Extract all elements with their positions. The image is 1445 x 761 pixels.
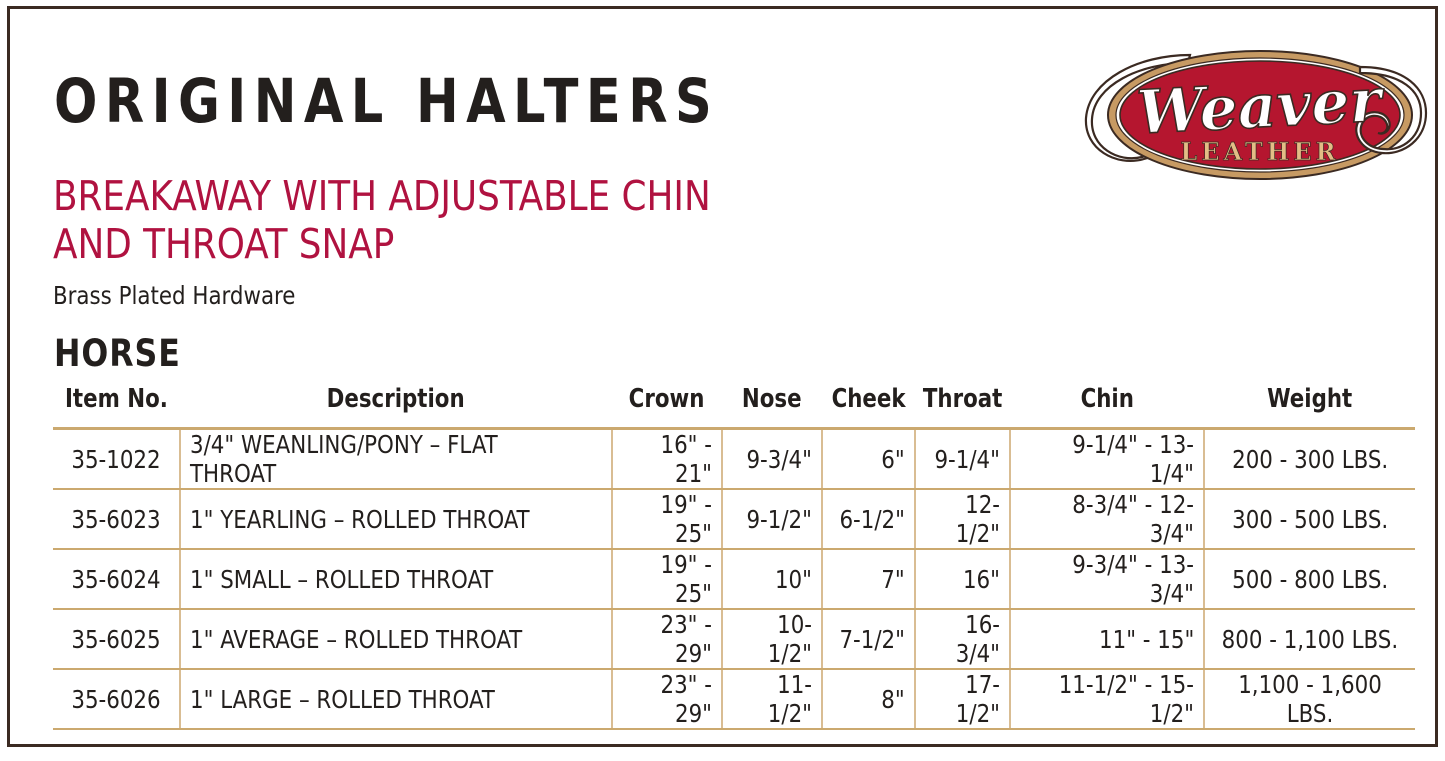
cell-nose: 11-1/2" [722, 669, 823, 730]
cell-throat: 16" [915, 549, 1011, 610]
logo-brand-wordmark: Weaver [1134, 65, 1388, 150]
cell-item-no: 35-6024 [53, 549, 181, 610]
column-header-item-no-label: Item No. [65, 384, 168, 414]
item-number-text: 35-6024 [71, 564, 161, 594]
description-text: 1" YEARLING – ROLLED THROAT [190, 504, 530, 534]
cell-nose: 10" [722, 549, 823, 610]
logo-right-flourish [1355, 65, 1428, 155]
cell-throat: 9-1/4" [915, 428, 1011, 490]
cell-chin: 11" - 15" [1010, 609, 1205, 670]
column-header-throat-label: Throat [922, 384, 1003, 414]
column-header-crown-label: Crown [629, 384, 705, 414]
cell-description: 1" SMALL – ROLLED THROAT [180, 549, 613, 610]
cell-cheek: 8" [822, 669, 916, 730]
cell-nose: 10-1/2" [722, 609, 823, 670]
table-row: 35-6026 1" LARGE – ROLLED THROAT 23" - 2… [53, 669, 1415, 730]
cell-item-no: 35-6023 [53, 489, 181, 550]
table-row: 35-6023 1" YEARLING – ROLLED THROAT 19" … [53, 489, 1415, 550]
item-number-text: 35-6023 [71, 504, 161, 534]
specification-table: Item No. Description Crown Nose Cheek Th… [53, 384, 1415, 730]
cell-throat: 16-3/4" [915, 609, 1011, 670]
table-header-row: Item No. Description Crown Nose Cheek Th… [53, 384, 1415, 429]
cell-item-no: 35-6025 [53, 609, 181, 670]
cell-throat: 17-1/2" [915, 669, 1011, 730]
logo-ellipse-fill [1119, 60, 1401, 170]
cell-description: 1" YEARLING – ROLLED THROAT [180, 489, 613, 550]
cell-weight: 500 - 800 LBS. [1204, 549, 1415, 610]
cell-weight: 200 - 300 LBS. [1204, 428, 1415, 490]
cell-crown: 23" - 29" [612, 669, 723, 730]
cell-cheek: 7-1/2" [822, 609, 916, 670]
page-subtitle: BREAKAWAY WITH ADJUSTABLE CHIN AND THROA… [53, 172, 868, 268]
column-header-description-label: Description [327, 384, 465, 414]
table-body: 35-1022 3/4" WEANLING/PONY – FLAT THROAT… [53, 428, 1415, 730]
table-row: 35-6025 1" AVERAGE – ROLLED THROAT 23" -… [53, 609, 1415, 670]
column-header-crown: Crown [614, 384, 720, 429]
cell-throat: 12-1/2" [915, 489, 1011, 550]
cell-chin: 9-1/4" - 13-1/4" [1010, 428, 1205, 490]
column-header-nose: Nose [724, 384, 820, 429]
table-row: 35-6024 1" SMALL – ROLLED THROAT 19" - 2… [53, 549, 1415, 610]
weaver-leather-logo: Weaver LEATHER [1070, 27, 1442, 197]
page-title: ORIGINAL HALTERS [54, 66, 720, 137]
logo-sub-brand: LEATHER [1180, 137, 1339, 166]
item-number-text: 35-1022 [71, 444, 161, 474]
description-text: 1" LARGE – ROLLED THROAT [190, 684, 495, 714]
cell-crown: 23" - 29" [612, 609, 723, 670]
cell-description: 1" LARGE – ROLLED THROAT [180, 669, 613, 730]
cell-crown: 19" - 25" [612, 489, 723, 550]
cell-cheek: 6-1/2" [822, 489, 916, 550]
column-header-weight: Weight [1208, 384, 1411, 429]
cell-description: 3/4" WEANLING/PONY – FLAT THROAT [180, 428, 613, 490]
subtitle-line-1: BREAKAWAY WITH ADJUSTABLE CHIN [53, 172, 711, 220]
cell-crown: 16" - 21" [612, 428, 723, 490]
svg-text:Weaver: Weaver [1135, 65, 1387, 148]
cell-weight: 800 - 1,100 LBS. [1204, 609, 1415, 670]
hardware-note: Brass Plated Hardware [53, 281, 296, 310]
cell-crown: 19" - 25" [612, 549, 723, 610]
cell-cheek: 7" [822, 549, 916, 610]
description-text: 1" AVERAGE – ROLLED THROAT [190, 624, 523, 654]
cell-item-no: 35-1022 [53, 428, 181, 490]
column-header-cheek: Cheek [824, 384, 913, 429]
subtitle-line-2: AND THROAT SNAP [53, 220, 395, 268]
column-header-chin-label: Chin [1080, 384, 1134, 414]
description-text: 3/4" WEANLING/PONY – FLAT THROAT [190, 430, 498, 488]
column-header-weight-label: Weight [1266, 384, 1353, 414]
item-number-text: 35-6026 [71, 684, 161, 714]
cell-weight: 300 - 500 LBS. [1204, 489, 1415, 550]
column-header-item-no: Item No. [56, 384, 178, 429]
column-header-throat: Throat [917, 384, 1008, 429]
column-header-cheek-label: Cheek [831, 384, 906, 414]
column-header-description: Description [189, 384, 604, 429]
cell-nose: 9-3/4" [722, 428, 823, 490]
cell-description: 1" AVERAGE – ROLLED THROAT [180, 609, 613, 670]
table-header: Item No. Description Crown Nose Cheek Th… [53, 384, 1415, 429]
page-frame: ORIGINAL HALTERS BREAKAWAY WITH ADJUSTAB… [7, 6, 1438, 747]
cell-weight: 1,100 - 1,600 LBS. [1204, 669, 1415, 730]
column-header-chin: Chin [1014, 384, 1200, 429]
cell-cheek: 6" [822, 428, 916, 490]
cell-chin: 8-3/4" - 12-3/4" [1010, 489, 1205, 550]
item-number-text: 35-6025 [71, 624, 161, 654]
cell-chin: 9-3/4" - 13-3/4" [1010, 549, 1205, 610]
column-header-nose-label: Nose [742, 384, 802, 414]
animal-category-heading: HORSE [54, 332, 181, 375]
table-row: 35-1022 3/4" WEANLING/PONY – FLAT THROAT… [53, 428, 1415, 490]
cell-chin: 11-1/2" - 15-1/2" [1010, 669, 1205, 730]
cell-item-no: 35-6026 [53, 669, 181, 730]
description-text: 1" SMALL – ROLLED THROAT [190, 564, 494, 594]
cell-nose: 9-1/2" [722, 489, 823, 550]
